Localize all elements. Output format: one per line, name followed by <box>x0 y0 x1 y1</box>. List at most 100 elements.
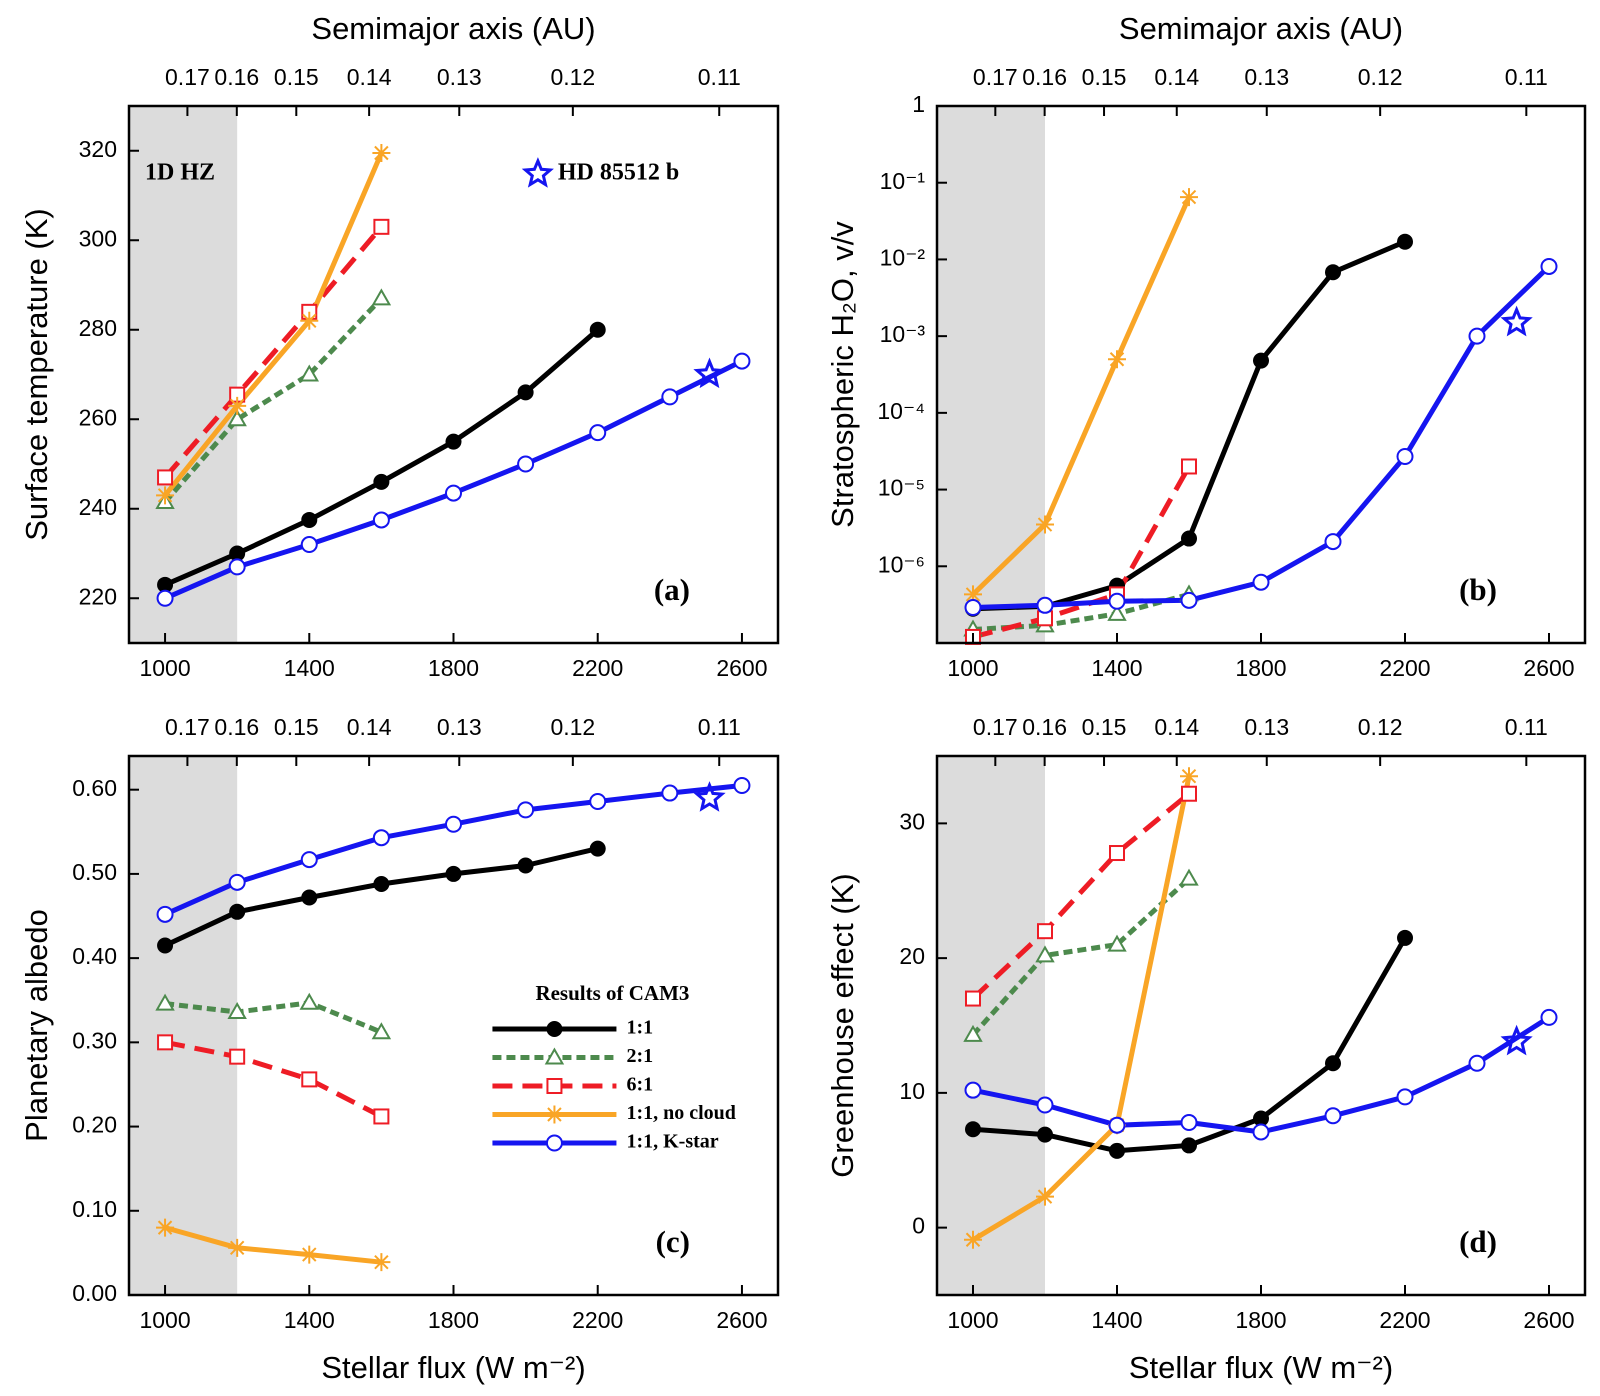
x-tick-label: 1800 <box>428 655 479 681</box>
series-line <box>163 225 384 480</box>
x2-tick-label: 0.13 <box>1244 64 1289 90</box>
planet-marker <box>693 781 726 812</box>
marker <box>299 364 320 382</box>
x2-tick-label: 0.16 <box>214 64 259 90</box>
marker <box>1109 845 1125 862</box>
x2-tick-label: 0.13 <box>1244 714 1289 740</box>
marker <box>1253 352 1269 369</box>
planet-marker <box>693 357 726 389</box>
x-tick-label: 1000 <box>139 1307 190 1333</box>
marker <box>155 993 175 1011</box>
x2-tick-label: 0.15 <box>274 714 319 740</box>
y-tick-label: 320 <box>79 136 117 162</box>
y-tick-label: 0.60 <box>72 775 117 801</box>
marker <box>300 311 319 330</box>
x-tick-label: 2600 <box>716 1307 767 1333</box>
x2-tick-label: 0.12 <box>1358 714 1403 740</box>
y-tick-label: 300 <box>79 225 117 251</box>
y-axis-title: Greenhouse effect (K) <box>825 873 860 1177</box>
marker <box>1396 1088 1414 1106</box>
y-tick-label: 0.20 <box>72 1112 117 1138</box>
marker <box>1180 767 1198 786</box>
marker <box>1179 868 1199 886</box>
marker <box>964 1230 982 1249</box>
marker <box>546 1078 563 1094</box>
y-tick-label: 0.40 <box>72 943 117 969</box>
x2-tick-label: 0.12 <box>1358 64 1403 90</box>
marker <box>156 1218 175 1237</box>
marker <box>227 409 247 427</box>
series-line <box>971 196 1192 597</box>
marker <box>546 1021 563 1037</box>
marker <box>301 511 318 528</box>
marker <box>301 1071 318 1088</box>
marker <box>157 469 174 486</box>
hz-shade <box>129 106 238 643</box>
marker <box>589 424 607 442</box>
marker <box>517 384 534 401</box>
hz-shade <box>129 756 238 1295</box>
y-axis-title: Stratospheric H₂O, v/v <box>825 221 860 528</box>
x-tick-label: 1400 <box>284 1307 335 1333</box>
marker <box>373 473 390 490</box>
marker <box>545 1134 563 1152</box>
x-tick-label: 1800 <box>1235 1307 1286 1333</box>
marker <box>372 143 391 162</box>
x-tick-label: 2200 <box>572 1307 623 1333</box>
marker <box>372 511 390 529</box>
marker <box>1036 596 1054 614</box>
marker <box>156 486 175 505</box>
marker <box>965 990 981 1007</box>
x2-tick-label: 0.12 <box>550 714 595 740</box>
marker <box>300 536 318 554</box>
marker <box>1037 1126 1053 1143</box>
x2-tick-label: 0.14 <box>1154 714 1199 740</box>
marker <box>1036 1187 1054 1206</box>
marker <box>1036 1096 1054 1114</box>
marker <box>733 352 751 370</box>
marker <box>661 388 679 406</box>
x2-tick-label: 0.17 <box>973 714 1018 740</box>
y-tick-label: 20 <box>899 943 925 969</box>
x2-tick-label: 0.17 <box>165 714 210 740</box>
y-axis-title: Planetary albedo <box>19 909 54 1142</box>
marker <box>517 801 535 819</box>
x2-axis-title: Semimajor axis (AU) <box>1119 11 1403 46</box>
marker <box>1036 515 1054 534</box>
x2-tick-label: 0.15 <box>1082 64 1127 90</box>
marker <box>545 1105 564 1124</box>
x-tick-label: 1000 <box>947 1307 998 1333</box>
marker <box>228 396 247 415</box>
x-tick-label: 1800 <box>428 1307 479 1333</box>
marker <box>1108 592 1126 610</box>
marker <box>589 840 606 857</box>
y-tick-label: 10⁻⁶ <box>878 551 925 577</box>
marker <box>1540 1008 1558 1026</box>
planet-label: HD 85512 b <box>558 160 679 186</box>
x2-tick-label: 0.17 <box>973 64 1018 90</box>
y-tick-label: 10⁻⁵ <box>878 475 925 501</box>
x-tick-label: 2200 <box>1379 655 1430 681</box>
marker <box>1252 1123 1270 1141</box>
marker <box>517 857 534 874</box>
legend-label: 1:1 <box>626 1017 653 1039</box>
marker <box>1108 350 1126 369</box>
x-tick-label: 2200 <box>572 655 623 681</box>
series-line <box>971 775 1192 1242</box>
x-tick-label: 1400 <box>1091 655 1142 681</box>
hz-shade <box>937 756 1045 1295</box>
series-line <box>164 1225 382 1265</box>
series-line <box>971 791 1191 1001</box>
x-axis-title: Stellar flux (W m⁻²) <box>321 1350 585 1385</box>
x2-tick-label: 0.16 <box>1022 64 1067 90</box>
x2-tick-label: 0.16 <box>1022 714 1067 740</box>
x-tick-label: 2600 <box>1523 1307 1574 1333</box>
x2-tick-label: 0.14 <box>1154 64 1199 90</box>
y-tick-label: 10⁻³ <box>880 321 926 347</box>
legend-label: 1:1, no cloud <box>626 1102 735 1124</box>
marker <box>299 992 320 1010</box>
marker <box>1397 929 1413 946</box>
planet-marker <box>1500 1024 1533 1056</box>
marker <box>229 545 246 562</box>
